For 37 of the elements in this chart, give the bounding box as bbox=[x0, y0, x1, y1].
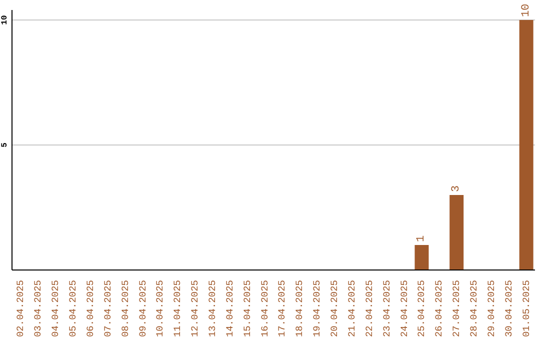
x-tick-label: 28.04.2025 bbox=[468, 280, 480, 338]
data-label: 1 bbox=[416, 235, 428, 242]
x-tick-label: 21.04.2025 bbox=[346, 280, 358, 338]
x-tick-label: 29.04.2025 bbox=[486, 280, 497, 338]
x-tick-label: 03.04.2025 bbox=[32, 280, 44, 338]
x-tick-label: 26.04.2025 bbox=[434, 280, 445, 338]
bar bbox=[519, 20, 534, 270]
x-tick-label: 05.04.2025 bbox=[68, 280, 79, 338]
x-tick-label: 18.04.2025 bbox=[294, 280, 306, 338]
x-tick-label: 24.04.2025 bbox=[398, 280, 410, 338]
x-tick-label: 10.04.2025 bbox=[154, 280, 166, 338]
x-tick-label: 17.04.2025 bbox=[276, 280, 288, 338]
x-tick-label: 14.04.2025 bbox=[224, 280, 236, 338]
bar bbox=[450, 195, 464, 270]
x-tick-label: 30.04.2025 bbox=[503, 280, 514, 338]
y-tick-label: 5 bbox=[0, 142, 10, 148]
x-tick-label: 13.04.2025 bbox=[206, 280, 218, 338]
x-tick-label: 15.04.2025 bbox=[242, 280, 253, 338]
x-tick-label: 27.04.2025 bbox=[451, 280, 462, 338]
x-tick-label: 09.04.2025 bbox=[137, 280, 148, 338]
bar bbox=[414, 245, 429, 270]
data-label: 3 bbox=[450, 185, 463, 192]
x-tick-label: 02.04.2025 bbox=[15, 280, 26, 338]
x-tick-label: 23.04.2025 bbox=[381, 280, 392, 338]
x-tick-label: 01.05.2025 bbox=[520, 280, 532, 338]
x-tick-label: 19.04.2025 bbox=[312, 280, 323, 338]
x-tick-label: 16.04.2025 bbox=[259, 280, 270, 338]
x-tick-label: 11.04.2025 bbox=[172, 280, 184, 338]
data-label: 10 bbox=[520, 4, 532, 17]
x-tick-label: 12.04.2025 bbox=[190, 280, 201, 338]
x-tick-label: 20.04.2025 bbox=[329, 280, 340, 338]
x-tick-label: 25.04.2025 bbox=[416, 280, 428, 338]
x-tick-label: 07.04.2025 bbox=[102, 280, 114, 338]
x-tick-label: 22.04.2025 bbox=[364, 280, 375, 338]
x-tick-label: 08.04.2025 bbox=[120, 280, 131, 338]
x-tick-label: 06.04.2025 bbox=[84, 280, 96, 338]
x-tick-label: 04.04.2025 bbox=[50, 280, 62, 338]
